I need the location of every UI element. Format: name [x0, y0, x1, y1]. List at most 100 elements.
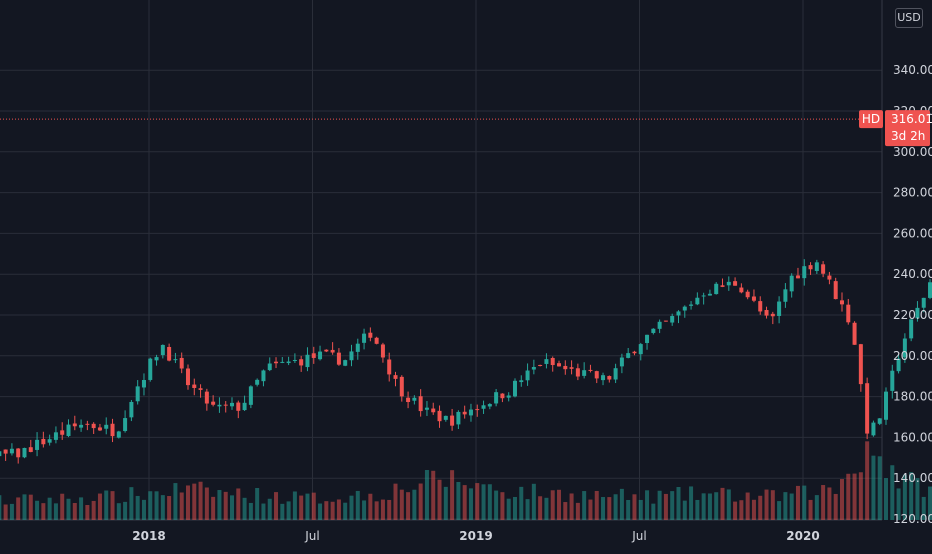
volume-bar	[714, 492, 719, 520]
candle-body	[211, 401, 216, 405]
candle-body	[915, 307, 920, 319]
candle-body	[896, 358, 901, 372]
volume-bar	[3, 504, 8, 520]
candle-body	[594, 371, 599, 379]
candle-body	[569, 367, 574, 369]
time-axis[interactable]: Jul2018Jul2019Jul2020	[0, 529, 820, 543]
candle-body	[827, 275, 832, 280]
candle-body	[890, 370, 895, 391]
volume-bar	[707, 493, 712, 520]
volume-bar	[9, 503, 14, 520]
candle-body	[374, 337, 379, 344]
volume-bar	[242, 497, 247, 520]
volume-bar	[896, 488, 901, 520]
candle-body	[814, 262, 819, 271]
volume-bar	[915, 478, 920, 520]
candle-body	[418, 396, 423, 412]
candle-body	[91, 423, 96, 429]
candle-body	[645, 334, 650, 344]
price-tick-label: 240.00	[893, 267, 932, 281]
candle-body	[500, 393, 505, 399]
volume-bar	[387, 499, 392, 520]
volume-bar	[651, 503, 656, 520]
candle-body	[777, 301, 782, 316]
volume-bar	[758, 495, 763, 520]
volume-bar	[286, 501, 291, 520]
volume-bar	[626, 499, 631, 520]
volume-bar	[808, 499, 813, 520]
candle-body	[255, 379, 260, 385]
volume-bar	[814, 495, 819, 520]
countdown-label: 3d 2h	[891, 129, 925, 143]
candle-body	[588, 369, 593, 371]
volume-bar	[104, 490, 109, 520]
volume-bar	[223, 491, 228, 520]
volume-bar	[179, 492, 184, 520]
candle-body	[154, 357, 159, 361]
price-tick-label: 200.00	[893, 349, 932, 363]
price-tick-label: 180.00	[893, 390, 932, 404]
volume-bar	[406, 492, 411, 520]
volume-bar	[336, 499, 341, 520]
candle-body	[638, 344, 643, 355]
candle-body	[412, 397, 417, 401]
candle-body	[110, 423, 115, 437]
price-tick-label: 280.00	[893, 186, 932, 200]
candle-body	[236, 402, 241, 411]
price-axis[interactable]: 120.00 140.00 160.00 180.00 200.00 220.00 240.…	[893, 63, 932, 526]
time-tick-label: 2019	[459, 529, 492, 543]
time-tick-label: Jul	[304, 529, 319, 543]
candle-body	[770, 313, 775, 317]
volume-bar	[374, 501, 379, 520]
volume-bar	[47, 497, 52, 520]
volume-bar	[821, 485, 826, 520]
candle-body	[179, 357, 184, 369]
candle-body	[575, 368, 580, 377]
candle-body	[148, 358, 153, 380]
volume-bar	[343, 502, 348, 520]
volume-bar	[751, 499, 756, 520]
volume-bar	[777, 501, 782, 520]
volume-bar	[16, 497, 21, 520]
volume-bar	[418, 483, 423, 520]
candle-body	[626, 353, 631, 358]
volume-bar	[0, 495, 2, 520]
volume-bar	[22, 494, 27, 520]
candle-body	[607, 376, 612, 380]
volume-bar	[274, 492, 279, 520]
candle-body	[123, 418, 128, 432]
volume-bar	[456, 481, 461, 520]
candle-body	[431, 408, 436, 413]
volume-bar	[349, 495, 354, 520]
volume-bar	[368, 493, 373, 520]
candle-body	[557, 363, 562, 367]
candle-body	[682, 306, 687, 311]
price-tick-label: 160.00	[893, 430, 932, 444]
volume-bar	[594, 490, 599, 520]
time-tick-label: 2020	[786, 529, 819, 543]
volume-bar	[682, 500, 687, 520]
volume-bar	[154, 491, 159, 520]
volume-bar	[670, 491, 675, 520]
volume-bar	[689, 486, 694, 520]
currency-button[interactable]: USD	[895, 8, 923, 28]
volume-bar	[802, 485, 807, 520]
candle-body	[462, 411, 467, 415]
volume-bar	[846, 473, 851, 520]
candle-body	[739, 287, 744, 293]
volume-bar	[66, 498, 71, 520]
volume-bar	[733, 501, 738, 520]
candle-body	[902, 338, 907, 358]
price-tick-label: 120.00	[893, 512, 932, 526]
volume-bar	[607, 497, 612, 520]
symbol-label: HD	[862, 112, 880, 126]
volume-bar	[311, 492, 316, 520]
candle-body	[424, 407, 429, 410]
volume-bar	[261, 503, 266, 520]
volume-bar	[230, 495, 235, 520]
candle-body	[745, 291, 750, 298]
volume-bar	[764, 489, 769, 520]
price-tick-label: 340.00	[893, 63, 932, 77]
